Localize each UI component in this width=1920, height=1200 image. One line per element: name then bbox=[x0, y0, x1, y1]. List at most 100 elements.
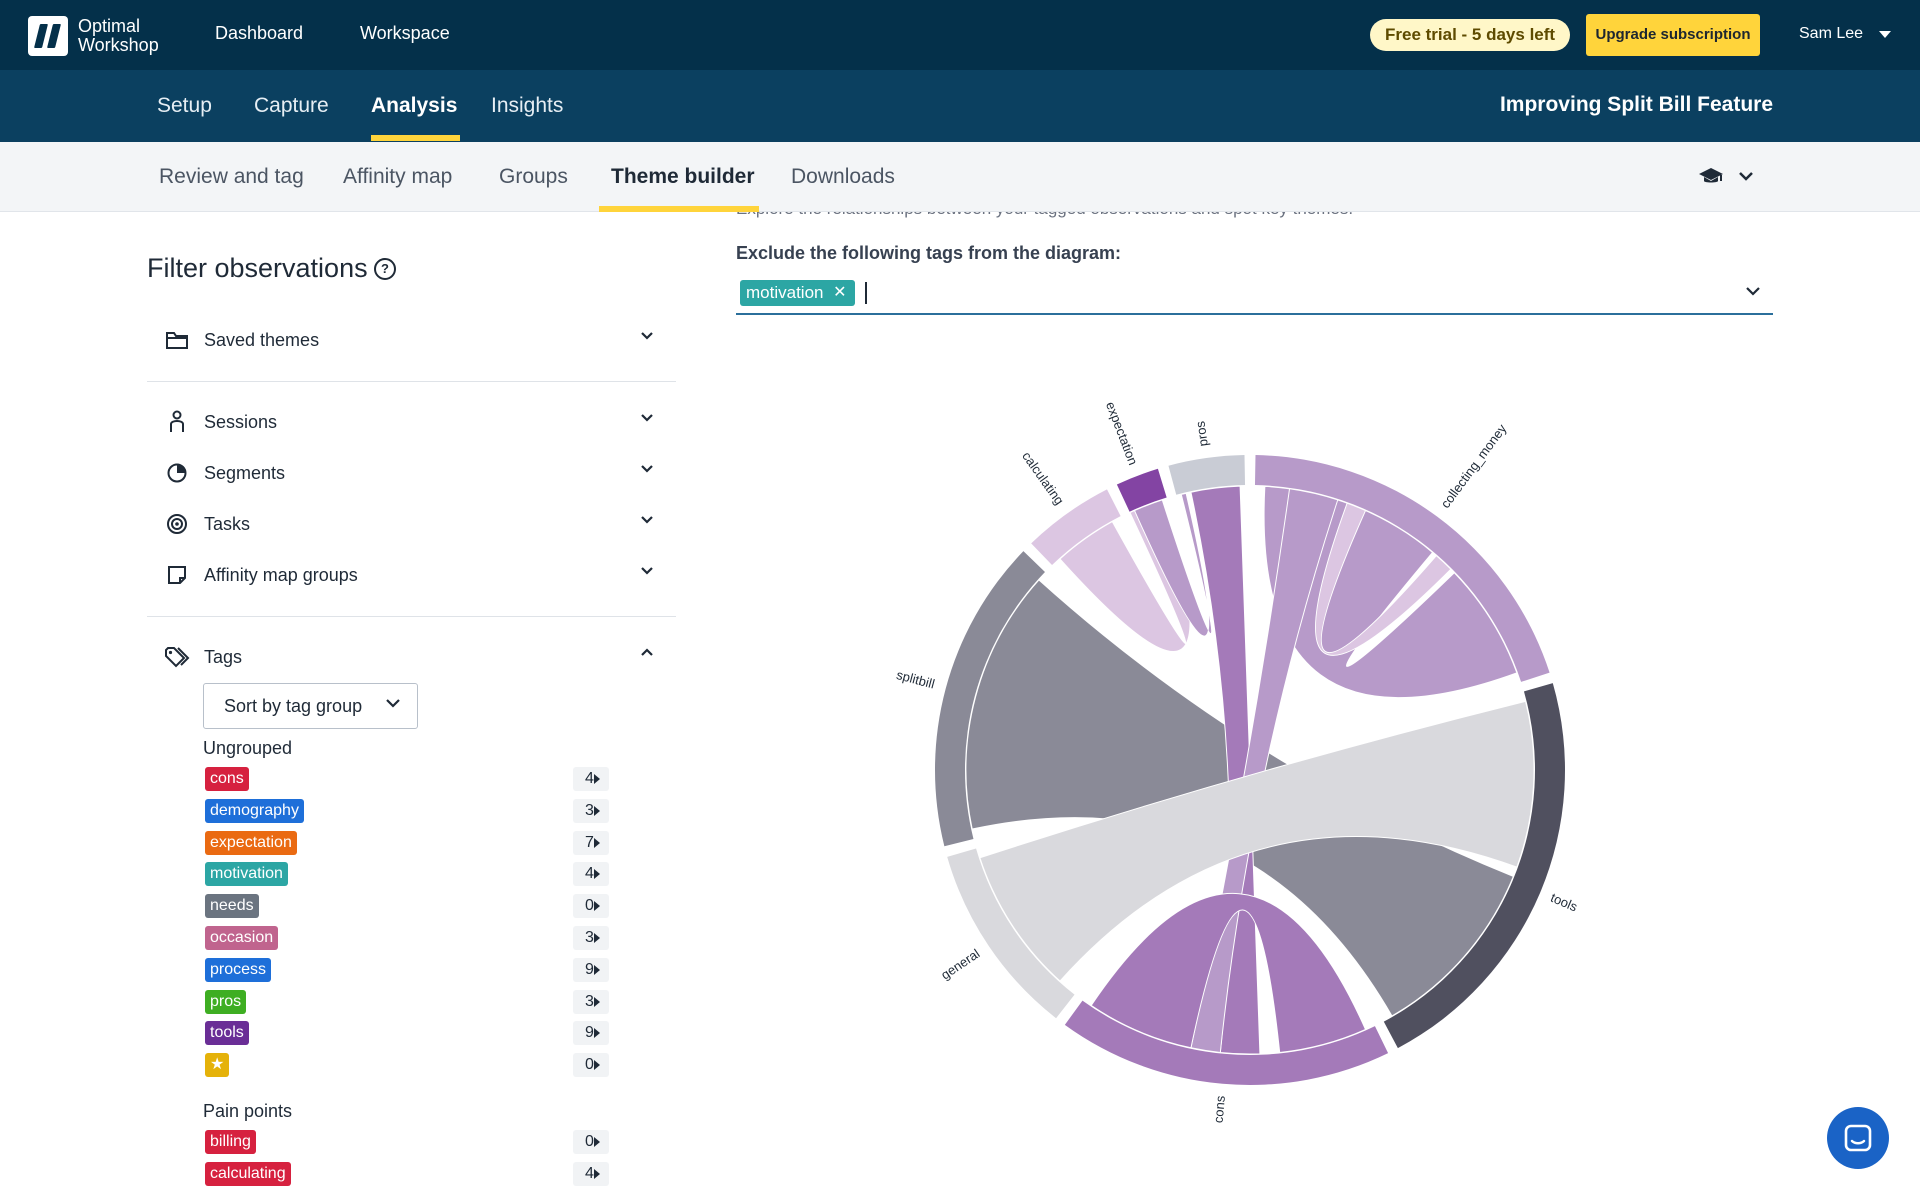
chord-group-arc[interactable] bbox=[1383, 683, 1565, 1049]
caret-right-icon bbox=[594, 837, 600, 848]
sticky-note-icon bbox=[164, 562, 190, 588]
tag-pill[interactable]: demography bbox=[205, 798, 304, 823]
tab-setup[interactable]: Setup bbox=[157, 94, 212, 117]
chord-group-arc[interactable] bbox=[1116, 468, 1167, 512]
optimal-workshop-logo[interactable]: Optimal Workshop bbox=[28, 16, 159, 56]
learning-menu[interactable] bbox=[1698, 166, 1754, 186]
affinity-map-groups-label: Affinity map groups bbox=[204, 564, 358, 585]
tags-section[interactable]: Tags bbox=[164, 640, 654, 674]
tag-count[interactable]: 9 bbox=[573, 957, 609, 982]
free-trial-badge[interactable]: Free trial - 5 days left bbox=[1370, 19, 1571, 51]
tag-count[interactable]: 0 bbox=[573, 1053, 609, 1078]
caret-right-icon bbox=[594, 1137, 600, 1147]
exclude-tags-input[interactable]: motivation ✕ bbox=[736, 276, 1773, 315]
chevron-down-icon[interactable] bbox=[1745, 286, 1761, 296]
tag-row[interactable]: process 9 bbox=[205, 957, 617, 983]
chord-ribbon[interactable] bbox=[1090, 893, 1367, 1053]
chord-ribbon[interactable] bbox=[1190, 485, 1261, 1055]
chord-group-label: tools bbox=[1548, 890, 1580, 915]
tag-count[interactable]: 4 bbox=[573, 862, 609, 887]
tag-pill[interactable]: pros bbox=[205, 989, 247, 1014]
user-menu[interactable]: Sam Lee bbox=[1799, 25, 1892, 43]
tag-row[interactable]: needs 0 bbox=[205, 893, 617, 919]
tag-count[interactable]: 3 bbox=[573, 926, 609, 950]
caret-right-icon bbox=[594, 805, 600, 816]
subtab-review-and-tag[interactable]: Review and tag bbox=[159, 165, 304, 188]
tag-row[interactable]: tools 9 bbox=[205, 1020, 617, 1046]
tag-count[interactable]: 9 bbox=[573, 1021, 609, 1046]
chat-icon bbox=[1844, 1124, 1872, 1152]
chord-ribbon[interactable] bbox=[1314, 502, 1452, 656]
chord-group-arc[interactable] bbox=[1064, 1000, 1389, 1085]
chat-support-button[interactable] bbox=[1827, 1107, 1889, 1169]
tag-pill[interactable]: tools bbox=[205, 1021, 249, 1046]
chord-ribbon[interactable] bbox=[1263, 485, 1518, 699]
tag-row[interactable]: demography 3 bbox=[205, 798, 617, 824]
project-title: Improving Split Bill Feature bbox=[1499, 93, 1773, 116]
tag-count[interactable]: 3 bbox=[573, 989, 609, 1014]
tag-count[interactable]: 0 bbox=[573, 1130, 609, 1154]
sessions-section[interactable]: Sessions bbox=[164, 405, 654, 439]
tag-pill[interactable]: expectation bbox=[205, 830, 297, 855]
tag-count[interactable]: 4 bbox=[573, 767, 609, 791]
tag-row[interactable]: occasion 3 bbox=[205, 925, 617, 951]
study-navigation-bar bbox=[0, 70, 1920, 142]
tab-insights[interactable]: Insights bbox=[491, 94, 564, 117]
tag-count[interactable]: 4 bbox=[573, 1161, 609, 1186]
subtab-groups[interactable]: Groups bbox=[499, 165, 568, 188]
subtab-affinity-map[interactable]: Affinity map bbox=[343, 165, 453, 188]
chord-ribbon[interactable] bbox=[1133, 492, 1212, 637]
tab-capture[interactable]: Capture bbox=[254, 94, 329, 117]
folder-icon bbox=[164, 327, 190, 353]
tag-pill[interactable]: motivation bbox=[205, 862, 288, 887]
remove-tag-icon[interactable]: ✕ bbox=[833, 284, 847, 301]
saved-themes-label: Saved themes bbox=[204, 329, 320, 350]
tag-pill[interactable]: needs bbox=[205, 894, 259, 919]
tag-pill[interactable]: cons bbox=[205, 767, 249, 791]
chevron-down-icon bbox=[641, 567, 653, 575]
subtab-downloads[interactable]: Downloads bbox=[791, 165, 895, 188]
chevron-down-icon bbox=[641, 465, 653, 473]
nav-workspace-link[interactable]: Workspace bbox=[360, 23, 450, 43]
user-name: Sam Lee bbox=[1799, 25, 1864, 42]
tag-pill[interactable]: calculating bbox=[205, 1161, 291, 1186]
saved-themes-section[interactable]: Saved themes bbox=[164, 323, 654, 357]
nav-dashboard-link[interactable]: Dashboard bbox=[215, 23, 304, 43]
tag-pill[interactable]: billing bbox=[205, 1130, 256, 1154]
tag-pill[interactable]: occasion bbox=[205, 926, 279, 950]
help-icon[interactable]: ? bbox=[374, 258, 396, 280]
segments-section[interactable]: Segments bbox=[164, 456, 654, 490]
chord-group-arc[interactable] bbox=[947, 848, 1075, 1019]
upgrade-subscription-button[interactable]: Upgrade subscription bbox=[1586, 14, 1760, 56]
tag-count[interactable]: 0 bbox=[573, 894, 609, 919]
chord-group-arc[interactable] bbox=[1254, 455, 1550, 682]
tag-row[interactable]: motivation 4 bbox=[205, 861, 617, 887]
tag-count[interactable]: 7 bbox=[573, 830, 609, 855]
chord-group-arc[interactable] bbox=[1168, 455, 1246, 495]
tag-pill[interactable]: process bbox=[205, 957, 272, 982]
tag-count[interactable]: 3 bbox=[573, 798, 609, 823]
chord-group-arc[interactable] bbox=[935, 551, 1045, 847]
tag-pill[interactable]: ★ bbox=[205, 1053, 230, 1078]
tab-analysis[interactable]: Analysis bbox=[371, 94, 458, 117]
tag-row[interactable]: cons 4 bbox=[205, 766, 617, 792]
tag-row[interactable]: calculating 4 bbox=[205, 1161, 617, 1187]
sort-by-select[interactable]: Sort by tag group bbox=[203, 683, 418, 729]
tag-row[interactable]: expectation 7 bbox=[205, 830, 617, 856]
tag-row[interactable]: billing 0 bbox=[205, 1129, 617, 1155]
subtab-theme-builder[interactable]: Theme builder bbox=[611, 165, 755, 188]
tag-row[interactable]: pros 3 bbox=[205, 989, 617, 1015]
chord-group-arc[interactable] bbox=[1031, 489, 1121, 565]
tag-row[interactable]: ★ 0 bbox=[205, 1052, 617, 1078]
tasks-section[interactable]: Tasks bbox=[164, 507, 654, 541]
chord-ribbon[interactable] bbox=[979, 700, 1535, 982]
chevron-down-icon bbox=[386, 699, 400, 708]
tags-label: Tags bbox=[204, 646, 243, 667]
chord-group-label: splitbill bbox=[895, 667, 937, 692]
sort-by-value: Sort by tag group bbox=[224, 695, 363, 716]
caret-right-icon bbox=[594, 1028, 600, 1039]
excluded-tag-chip[interactable]: motivation ✕ bbox=[740, 280, 856, 306]
affinity-map-groups-section[interactable]: Affinity map groups bbox=[164, 558, 654, 592]
person-icon bbox=[164, 409, 190, 435]
